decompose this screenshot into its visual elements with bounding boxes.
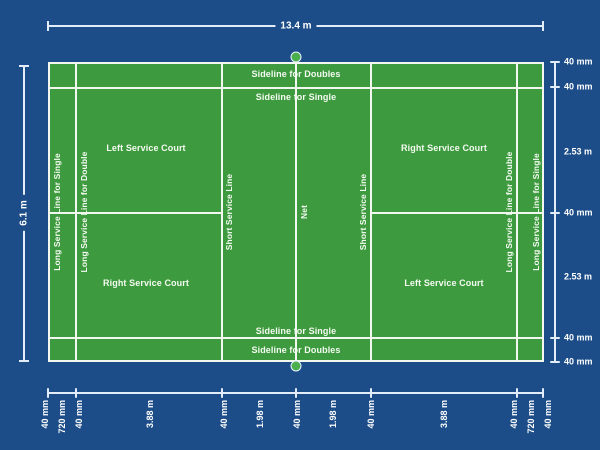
net-post-top-icon xyxy=(290,51,302,63)
measurement-label: 40 mm xyxy=(40,400,50,429)
left-service-court-bottom-label: Left Service Court xyxy=(404,278,484,288)
measurement-label: 3.88 m xyxy=(145,400,155,429)
measurement-label: 2.53 m xyxy=(564,146,593,157)
tick-mark xyxy=(516,388,518,398)
measurement-label: 40 mm xyxy=(564,81,593,92)
short-service-line-left-label: Short Service Line xyxy=(224,173,234,251)
long-service-line-double-left-label: Long Service Line for Double xyxy=(79,151,89,273)
sideline-doubles-top-label: Sideline for Doubles xyxy=(251,69,341,79)
tick-mark xyxy=(75,388,77,398)
long-service-line-single-left-label: Long Service Line for Single xyxy=(52,153,62,271)
centre-line-left xyxy=(48,212,223,214)
measurement-label: 40 mm xyxy=(74,400,84,429)
measurement-label: 40 mm xyxy=(564,56,593,67)
measurement-label: 40 mm xyxy=(366,400,376,429)
net-post-bottom-icon xyxy=(290,360,302,372)
sideline-doubles-bottom-label: Sideline for Doubles xyxy=(251,345,341,355)
right-service-court-bottom-label: Right Service Court xyxy=(103,278,189,288)
tick-mark xyxy=(295,388,297,398)
measurement-label: 1.98 m xyxy=(255,400,265,429)
left-service-court-top-label: Left Service Court xyxy=(106,143,186,153)
tick-mark xyxy=(550,337,560,339)
measurement-label: 40 mm xyxy=(564,356,593,367)
measurement-label: 2.53 m xyxy=(564,271,593,282)
measurement-label: 40 mm xyxy=(509,400,519,429)
left-dimension-label: 6.1 m xyxy=(18,195,30,231)
tick-mark xyxy=(550,61,560,63)
tick-mark xyxy=(542,388,544,398)
net-line xyxy=(295,62,297,362)
left-dimension-cap-bottom xyxy=(19,360,29,362)
centre-line-right xyxy=(370,212,544,214)
tick-mark xyxy=(221,388,223,398)
top-dimension-cap-right xyxy=(542,21,544,31)
sideline-single-top-label: Sideline for Single xyxy=(255,92,337,102)
net-label: Net xyxy=(299,205,309,219)
measurement-label: 40 mm xyxy=(543,400,553,429)
long-service-line-single-right-label: Long Service Line for Single xyxy=(531,153,541,271)
measurement-label: 40 mm xyxy=(292,400,302,429)
short-service-line-right-label: Short Service Line xyxy=(358,173,368,251)
top-dimension-label: 13.4 m xyxy=(275,20,317,32)
measurement-label: 1.98 m xyxy=(328,400,338,429)
left-dimension-cap-top xyxy=(19,65,29,67)
long-service-line-double-right-label: Long Service Line for Double xyxy=(504,151,514,273)
tick-mark xyxy=(550,361,560,363)
tick-mark xyxy=(550,212,560,214)
top-dimension-cap-left xyxy=(47,21,49,31)
measurement-label: 40 mm xyxy=(219,400,229,429)
measurement-label: 40 mm xyxy=(564,207,593,218)
measurement-label: 3.88 m xyxy=(439,400,449,429)
tick-mark xyxy=(47,388,49,398)
tick-mark xyxy=(370,388,372,398)
measurement-label: 720 mm xyxy=(57,400,67,434)
right-service-court-top-label: Right Service Court xyxy=(401,143,487,153)
tick-mark xyxy=(550,86,560,88)
sideline-single-bottom-label: Sideline for Single xyxy=(255,326,337,336)
measurement-label: 40 mm xyxy=(564,332,593,343)
measurement-label: 720 mm xyxy=(526,400,536,434)
